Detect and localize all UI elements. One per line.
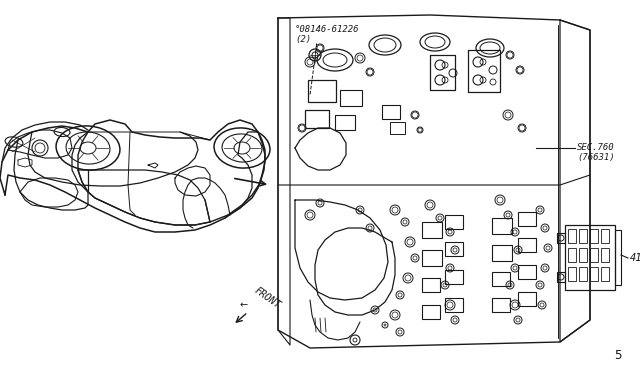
Bar — [518, 238, 536, 252]
Bar — [335, 115, 355, 130]
Text: ←: ← — [240, 300, 248, 310]
Bar — [568, 267, 576, 281]
Bar — [579, 248, 587, 262]
Bar — [492, 218, 512, 234]
Bar — [601, 248, 609, 262]
Bar — [518, 292, 536, 306]
Bar — [445, 242, 463, 256]
Bar — [579, 267, 587, 281]
Bar — [492, 272, 510, 286]
Bar — [492, 245, 512, 261]
Bar — [590, 267, 598, 281]
Bar — [305, 110, 329, 128]
Bar — [445, 215, 463, 229]
Bar — [590, 248, 598, 262]
Bar — [601, 267, 609, 281]
Text: 41650: 41650 — [630, 253, 640, 263]
Bar — [568, 248, 576, 262]
Bar — [568, 229, 576, 243]
Bar — [518, 265, 536, 279]
Text: °08146-61226
(2): °08146-61226 (2) — [295, 25, 360, 44]
Bar — [579, 229, 587, 243]
Bar — [340, 90, 362, 106]
Bar — [422, 278, 440, 292]
Bar — [445, 298, 463, 312]
Text: 5: 5 — [614, 349, 622, 362]
Bar — [601, 229, 609, 243]
Bar — [445, 270, 463, 284]
Bar — [422, 305, 440, 319]
Text: SEC.760
(76631): SEC.760 (76631) — [577, 143, 614, 163]
Bar — [615, 230, 621, 285]
Text: FRONT: FRONT — [252, 285, 282, 310]
Bar — [590, 229, 598, 243]
Bar — [492, 298, 510, 312]
Bar — [518, 212, 536, 226]
Bar — [422, 250, 442, 266]
Bar — [390, 122, 405, 134]
Bar — [565, 225, 615, 290]
Bar — [308, 80, 336, 102]
Bar — [557, 233, 565, 243]
Bar — [422, 222, 442, 238]
Bar — [557, 272, 565, 282]
Bar — [382, 105, 400, 119]
